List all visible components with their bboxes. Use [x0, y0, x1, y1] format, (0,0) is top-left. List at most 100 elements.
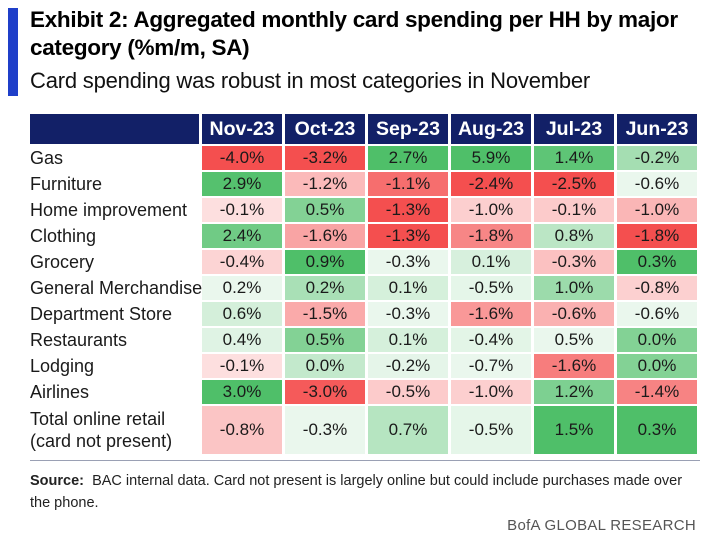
table-row: Home improvement -0.1% 0.5% -1.3% -1.0% -0.1%… — [30, 196, 700, 222]
row-label: Total online retail (card not present) — [30, 404, 202, 454]
heat-cell: -0.3% — [285, 404, 368, 454]
heat-cell: -1.0% — [617, 196, 700, 222]
column-header: Jun-23 — [617, 114, 700, 144]
heat-cell: 1.0% — [534, 274, 617, 300]
table-row: Total online retail (card not present) -0.… — [30, 404, 700, 454]
heat-cell: -0.1% — [534, 196, 617, 222]
heat-cell: 0.1% — [368, 274, 451, 300]
heat-cell: 0.2% — [202, 274, 285, 300]
source-label: Source: — [30, 473, 84, 489]
heat-cell: -0.5% — [451, 404, 534, 454]
heat-cell: 0.8% — [534, 222, 617, 248]
heat-cell: -1.8% — [617, 222, 700, 248]
heatmap-table: Nov-23 Oct-23 Sep-23 Aug-23 Jul-23 Jun-23 Gas… — [30, 114, 700, 454]
heat-cell: -0.5% — [451, 274, 534, 300]
row-label: Clothing — [30, 222, 202, 248]
heat-cell: -1.2% — [285, 170, 368, 196]
heat-cell: -1.3% — [368, 222, 451, 248]
table-row: Lodging -0.1% 0.0% -0.2% -0.7% -1.6% 0.0% — [30, 352, 700, 378]
header-row: Nov-23 Oct-23 Sep-23 Aug-23 Jul-23 Jun-23 — [30, 114, 700, 144]
heat-cell: 0.9% — [285, 248, 368, 274]
source-text: BAC internal data. Card not present is l… — [30, 473, 683, 511]
heat-cell: -1.5% — [285, 300, 368, 326]
heat-cell: -0.6% — [617, 170, 700, 196]
source-note: Source: BAC internal data. Card not pres… — [30, 470, 690, 514]
heat-cell: -1.1% — [368, 170, 451, 196]
heat-cell: -0.7% — [451, 352, 534, 378]
table-row: Gas -4.0% -3.2% 2.7% 5.9% 1.4% -0.2% — [30, 144, 700, 170]
row-label: Lodging — [30, 352, 202, 378]
heat-cell: -1.0% — [451, 196, 534, 222]
heat-cell: 0.2% — [285, 274, 368, 300]
table-row: Grocery -0.4% 0.9% -0.3% 0.1% -0.3% 0.3% — [30, 248, 700, 274]
column-header: Jul-23 — [534, 114, 617, 144]
heat-cell: 1.4% — [534, 144, 617, 170]
heat-cell: -0.4% — [451, 326, 534, 352]
heat-cell: 0.6% — [202, 300, 285, 326]
row-label: Gas — [30, 144, 202, 170]
table-row: Restaurants 0.4% 0.5% 0.1% -0.4% 0.5% 0.0% — [30, 326, 700, 352]
table-row: Airlines 3.0% -3.0% -0.5% -1.0% 1.2% -1.4% — [30, 378, 700, 404]
heat-cell: 0.4% — [202, 326, 285, 352]
heat-cell: -2.5% — [534, 170, 617, 196]
table-row: General Merchandise 0.2% 0.2% 0.1% -0.5% 1.0%… — [30, 274, 700, 300]
table-row: Furniture 2.9% -1.2% -1.1% -2.4% -2.5% -0.6% — [30, 170, 700, 196]
heat-cell: -0.8% — [202, 404, 285, 454]
heat-cell: -1.8% — [451, 222, 534, 248]
heat-cell: -0.3% — [368, 248, 451, 274]
heat-cell: 5.9% — [451, 144, 534, 170]
heat-cell: 0.5% — [534, 326, 617, 352]
heat-cell: -1.0% — [451, 378, 534, 404]
heat-cell: 0.1% — [368, 326, 451, 352]
heat-cell: -0.4% — [202, 248, 285, 274]
heat-cell: -0.1% — [202, 352, 285, 378]
row-label: Home improvement — [30, 196, 202, 222]
heat-cell: -0.8% — [617, 274, 700, 300]
column-header: Aug-23 — [451, 114, 534, 144]
brand-label: BofA GLOBAL RESEARCH — [507, 517, 696, 534]
heat-cell: -0.6% — [534, 300, 617, 326]
header-corner — [30, 114, 202, 144]
column-header: Sep-23 — [368, 114, 451, 144]
heat-cell: 1.5% — [534, 404, 617, 454]
heat-cell: 0.5% — [285, 196, 368, 222]
heat-cell: 0.0% — [617, 352, 700, 378]
row-label: General Merchandise — [30, 274, 202, 300]
column-header: Nov-23 — [202, 114, 285, 144]
chart-title: Exhibit 2: Aggregated monthly card spend… — [30, 7, 678, 60]
row-label: Department Store — [30, 300, 202, 326]
heat-cell: -4.0% — [202, 144, 285, 170]
heat-cell: -0.5% — [368, 378, 451, 404]
row-label: Restaurants — [30, 326, 202, 352]
heat-cell: 2.9% — [202, 170, 285, 196]
heat-cell: -1.6% — [451, 300, 534, 326]
heat-cell: 0.0% — [617, 326, 700, 352]
heat-cell: -0.3% — [368, 300, 451, 326]
heat-cell: -0.1% — [202, 196, 285, 222]
heat-cell: 0.0% — [285, 352, 368, 378]
heat-cell: -0.2% — [617, 144, 700, 170]
heat-cell: 0.3% — [617, 404, 700, 454]
heat-cell: -0.2% — [368, 352, 451, 378]
heat-cell: -1.3% — [368, 196, 451, 222]
table-row: Clothing 2.4% -1.6% -1.3% -1.8% 0.8% -1.8% — [30, 222, 700, 248]
heat-cell: -1.6% — [534, 352, 617, 378]
heat-cell: -1.4% — [617, 378, 700, 404]
heat-cell: -1.6% — [285, 222, 368, 248]
heat-cell: 1.2% — [534, 378, 617, 404]
chart-subtitle: Card spending was robust in most categor… — [30, 68, 591, 93]
heat-cell: -3.0% — [285, 378, 368, 404]
row-label: Furniture — [30, 170, 202, 196]
heat-cell: 0.3% — [617, 248, 700, 274]
heat-cell: 3.0% — [202, 378, 285, 404]
heat-cell: 0.5% — [285, 326, 368, 352]
accent-bar — [8, 8, 18, 96]
row-label-line: (card not present) — [30, 431, 173, 451]
row-label: Airlines — [30, 378, 202, 404]
heat-cell: 0.1% — [451, 248, 534, 274]
row-label: Grocery — [30, 248, 202, 274]
footer-rule — [30, 460, 700, 461]
heat-cell: -0.6% — [617, 300, 700, 326]
table-row: Department Store 0.6% -1.5% -0.3% -1.6% -0.6%… — [30, 300, 700, 326]
column-header: Oct-23 — [285, 114, 368, 144]
